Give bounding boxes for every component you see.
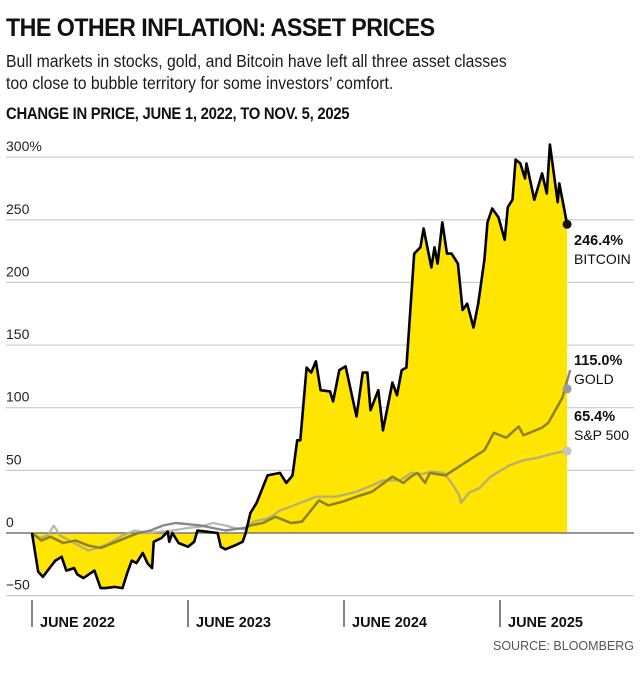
end-markers xyxy=(562,219,572,456)
y-tick-label: 300% xyxy=(6,138,42,154)
gold-end-name: GOLD xyxy=(574,371,614,387)
sp500-end-value: 65.4% xyxy=(574,409,615,425)
bitcoin-line xyxy=(30,143,569,590)
lines-inside-fill xyxy=(32,369,568,552)
bitcoin-end-name: BITCOIN xyxy=(574,251,631,267)
end-labels: 246.4% BITCOIN 115.0% GOLD 65.4% S&P 500 xyxy=(574,233,631,443)
x-tick-label: JUNE 2025 xyxy=(508,615,583,631)
gold-end-value: 115.0% xyxy=(574,353,622,369)
subtitle-line: Bull markets in stocks, gold, and Bitcoi… xyxy=(6,51,507,71)
y-tick-label: 50 xyxy=(6,451,22,467)
y-tick-label: 0 xyxy=(6,514,14,530)
sp500-end-name: S&P 500 xyxy=(574,427,629,443)
sp500-line-over-fill xyxy=(32,450,568,552)
chart-title: THE OTHER INFLATION: ASSET PRICES xyxy=(6,14,435,42)
x-tick-label: JUNE 2024 xyxy=(352,615,427,631)
x-axis-ticks: JUNE 2022 JUNE 2023 JUNE 2024 JUNE 2025 xyxy=(31,600,583,631)
y-tick-label: 150 xyxy=(6,326,30,342)
gold-line-over-fill xyxy=(32,369,568,550)
sp500-end-marker xyxy=(562,446,572,456)
y-tick-label: −50 xyxy=(6,577,30,593)
subtitle-line: too close to bubble territory for some i… xyxy=(6,73,394,93)
gold-end-marker xyxy=(562,384,572,394)
chart-subtitle: Bull markets in stocks, gold, and Bitcoi… xyxy=(6,50,582,94)
y-tick-label: 250 xyxy=(6,201,30,217)
x-tick-label: JUNE 2023 xyxy=(196,615,271,631)
y-tick-label: 100 xyxy=(6,389,30,405)
y-tick-labels: 300% 250 200 150 100 50 0 −50 xyxy=(6,138,42,593)
y-tick-label: 200 xyxy=(6,263,30,279)
x-tick-label: JUNE 2022 xyxy=(40,615,115,631)
y-axis-title: CHANGE IN PRICE, JUNE 1, 2022, TO NOV. 5… xyxy=(6,105,350,123)
bitcoin-end-marker xyxy=(562,219,572,229)
bitcoin-end-value: 246.4% xyxy=(574,233,623,249)
source-note: SOURCE: BLOOMBERG xyxy=(493,639,634,653)
